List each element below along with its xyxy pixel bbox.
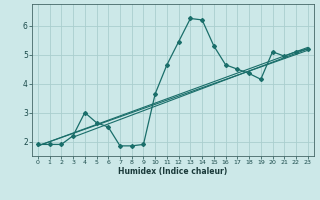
X-axis label: Humidex (Indice chaleur): Humidex (Indice chaleur) (118, 167, 228, 176)
